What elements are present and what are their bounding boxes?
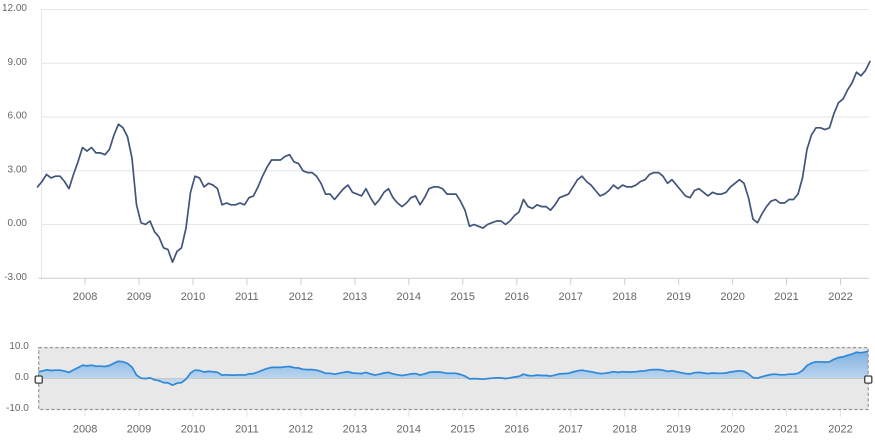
svg-text:2020: 2020 xyxy=(720,423,744,435)
svg-text:9.00: 9.00 xyxy=(8,57,28,68)
svg-text:2008: 2008 xyxy=(73,291,97,303)
svg-text:2012: 2012 xyxy=(289,423,313,435)
svg-text:0.0: 0.0 xyxy=(15,372,29,383)
svg-text:2019: 2019 xyxy=(666,291,690,303)
svg-text:2010: 2010 xyxy=(181,423,205,435)
svg-text:2020: 2020 xyxy=(720,291,744,303)
svg-text:2009: 2009 xyxy=(127,423,151,435)
svg-text:2012: 2012 xyxy=(289,291,313,303)
svg-text:2015: 2015 xyxy=(451,291,475,303)
svg-text:2008: 2008 xyxy=(73,423,97,435)
svg-text:10.0: 10.0 xyxy=(9,341,29,352)
svg-text:2021: 2021 xyxy=(774,423,798,435)
svg-text:2022: 2022 xyxy=(828,423,852,435)
svg-text:2016: 2016 xyxy=(505,423,529,435)
svg-text:2017: 2017 xyxy=(558,423,582,435)
svg-text:3.00: 3.00 xyxy=(8,165,28,176)
svg-text:2019: 2019 xyxy=(666,423,690,435)
svg-text:-10.0: -10.0 xyxy=(6,403,29,414)
svg-text:2015: 2015 xyxy=(451,423,475,435)
svg-text:2014: 2014 xyxy=(397,291,421,303)
svg-text:2013: 2013 xyxy=(343,291,367,303)
svg-text:2011: 2011 xyxy=(235,423,259,435)
svg-text:6.00: 6.00 xyxy=(8,111,28,122)
svg-text:2018: 2018 xyxy=(612,291,636,303)
svg-text:2011: 2011 xyxy=(235,291,259,303)
svg-text:2010: 2010 xyxy=(181,291,205,303)
svg-text:2014: 2014 xyxy=(397,423,421,435)
svg-text:2022: 2022 xyxy=(828,291,852,303)
svg-text:-3.00: -3.00 xyxy=(4,272,27,283)
svg-text:2016: 2016 xyxy=(505,291,529,303)
svg-text:2018: 2018 xyxy=(612,423,636,435)
svg-text:2021: 2021 xyxy=(774,291,798,303)
svg-text:2017: 2017 xyxy=(558,291,582,303)
svg-text:12.00: 12.00 xyxy=(2,3,27,14)
svg-text:0.00: 0.00 xyxy=(8,218,28,229)
svg-text:2009: 2009 xyxy=(127,291,151,303)
svg-text:2013: 2013 xyxy=(343,423,367,435)
